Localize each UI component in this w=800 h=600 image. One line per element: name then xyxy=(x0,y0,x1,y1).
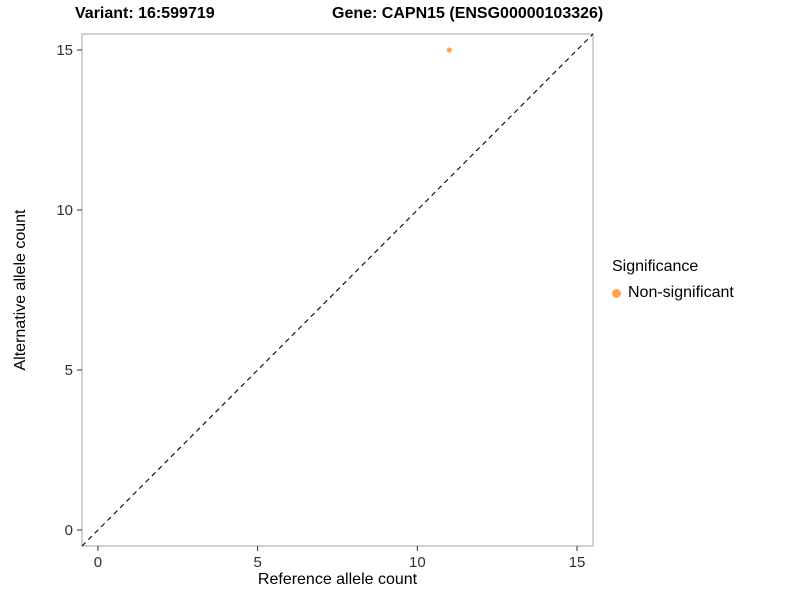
x-tick-label: 15 xyxy=(569,554,586,571)
legend-entry-label: Non-significant xyxy=(628,284,734,301)
x-axis-title: Reference allele count xyxy=(257,571,418,588)
x-tick-label: 0 xyxy=(94,554,102,571)
legend-point-icon xyxy=(612,288,621,298)
y-tick-label: 5 xyxy=(65,362,73,379)
data-point xyxy=(446,47,452,53)
identity-line xyxy=(81,33,594,547)
legend-entry: Non-significant xyxy=(612,284,734,302)
y-tick-label: 0 xyxy=(65,522,73,539)
legend-title: Significance xyxy=(612,258,699,275)
y-tick-label: 10 xyxy=(56,202,73,219)
x-tick-label: 10 xyxy=(409,554,426,571)
x-tick-label: 5 xyxy=(253,554,261,571)
variant-title: Variant: 16:599719 xyxy=(75,5,215,22)
gene-title: Gene: CAPN15 (ENSG00000103326) xyxy=(332,5,604,22)
legend: Significance Non-significant xyxy=(612,258,734,302)
panel-border xyxy=(81,33,594,547)
y-axis-title: Alternative allele count xyxy=(12,209,29,371)
y-tick-label: 15 xyxy=(56,42,73,59)
